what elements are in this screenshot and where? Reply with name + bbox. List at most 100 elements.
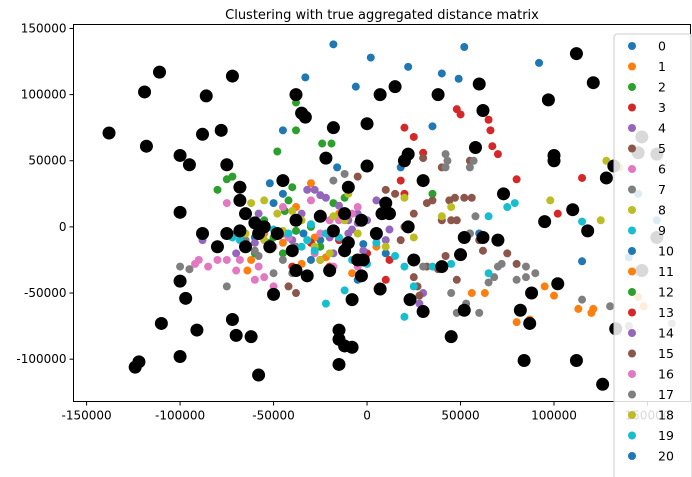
point-series-8-11 [353, 229, 362, 238]
point-series-3-1 [456, 110, 465, 119]
legend-label-13: 13 [658, 305, 674, 320]
centroid-point-24 [179, 291, 193, 305]
point-series-9-8 [391, 251, 400, 260]
point-series-5-29 [409, 209, 418, 218]
centroid-point-55 [354, 269, 368, 283]
centroid-point-89 [476, 230, 490, 244]
point-series-1-22 [512, 318, 521, 327]
centroid-point-49 [326, 224, 340, 238]
point-series-7-14 [521, 262, 530, 271]
point-series-2-20 [213, 185, 222, 194]
point-series-9-17 [484, 212, 493, 221]
centroid-point-6 [196, 127, 210, 141]
centroid-point-79 [416, 174, 430, 188]
point-series-1-4 [247, 255, 256, 264]
point-series-4-23 [372, 196, 381, 205]
point-series-0-10 [428, 122, 437, 131]
centroid-point-91 [497, 187, 511, 201]
legend-marker-1 [628, 62, 636, 71]
centroid-point-7 [199, 89, 213, 103]
point-series-9-0 [303, 236, 312, 245]
centroid-point-25 [190, 323, 204, 337]
point-series-0-18 [578, 257, 587, 266]
point-series-10-1 [265, 179, 274, 188]
legend-marker-13 [628, 308, 636, 317]
legend-label-20: 20 [658, 449, 674, 464]
legend-marker-4 [628, 124, 636, 132]
point-series-1-15 [550, 291, 559, 300]
point-series-7-17 [578, 295, 587, 304]
legend-label-15: 15 [658, 346, 674, 361]
centroid-point-22 [173, 205, 187, 219]
point-series-0-0 [329, 40, 338, 49]
legend-label-4: 4 [658, 121, 666, 136]
point-series-6-22 [278, 203, 287, 212]
point-series-3-14 [385, 255, 394, 264]
point-series-10-2 [306, 255, 315, 264]
centroid-point-94 [523, 316, 537, 330]
legend-marker-14 [628, 329, 636, 337]
legend-marker-11 [628, 267, 636, 276]
centroid-point-96 [538, 215, 552, 229]
centroid-point-11 [233, 180, 247, 194]
point-series-8-3 [288, 207, 297, 216]
x-tick-label-0: -150000 [62, 409, 112, 423]
centroid-point-63 [360, 159, 374, 173]
point-series-5-27 [353, 172, 362, 181]
point-series-5-2 [428, 196, 437, 205]
point-series-0-6 [437, 69, 446, 78]
point-series-6-18 [353, 203, 362, 212]
legend-marker-8 [628, 206, 636, 214]
centroid-point-47 [341, 180, 355, 194]
point-series-5-0 [419, 154, 428, 163]
centroid-point-17 [233, 224, 247, 238]
centroid-point-100 [551, 277, 565, 291]
centroid-point-72 [388, 80, 402, 94]
point-series-1-13 [348, 269, 357, 278]
point-series-3-4 [488, 142, 497, 151]
point-series-8-1 [260, 196, 269, 205]
centroid-point-2 [138, 85, 152, 99]
centroid-point-39 [285, 244, 299, 258]
y-tick-label-2: 0 [59, 220, 67, 234]
centroid-point-106 [596, 377, 610, 391]
centroid-point-102 [569, 47, 583, 61]
centroid-point-16 [257, 220, 271, 234]
point-series-7-33 [340, 169, 349, 178]
point-series-2-6 [228, 172, 237, 181]
centroid-point-32 [244, 330, 258, 344]
centroid-point-40 [289, 264, 303, 278]
centroid-point-29 [128, 360, 142, 374]
point-series-2-1 [291, 126, 300, 135]
point-series-2-8 [284, 196, 293, 205]
point-series-5-22 [391, 189, 400, 198]
point-series-5-6 [467, 193, 476, 202]
point-series-0-7 [454, 74, 463, 83]
point-series-2-3 [327, 139, 336, 148]
centroid-point-69 [382, 207, 396, 221]
point-series-6-3 [235, 255, 244, 264]
point-series-7-30 [269, 269, 278, 278]
point-series-3-3 [486, 126, 495, 135]
centroid-point-53 [323, 264, 337, 278]
legend-marker-9 [628, 226, 636, 235]
legend-label-6: 6 [658, 162, 666, 177]
point-series-4-4 [334, 201, 343, 210]
centroid-point-37 [276, 174, 290, 188]
point-series-7-13 [512, 275, 521, 284]
y-axis: -100000 -50000 0 50000 100000 150000 [16, 21, 74, 366]
centroid-point-48 [338, 207, 352, 221]
point-series-7-26 [222, 282, 231, 291]
point-series-3-5 [409, 132, 418, 141]
centroid-point-31 [229, 328, 243, 342]
point-series-1-23 [480, 289, 489, 298]
centroid-point-71 [373, 88, 387, 102]
centroid-point-75 [401, 220, 415, 234]
point-series-5-20 [396, 236, 405, 245]
centroid-point-107 [599, 171, 613, 185]
point-series-8-25 [381, 242, 390, 251]
centroid-point-30 [225, 312, 239, 326]
point-series-7-16 [531, 269, 540, 278]
